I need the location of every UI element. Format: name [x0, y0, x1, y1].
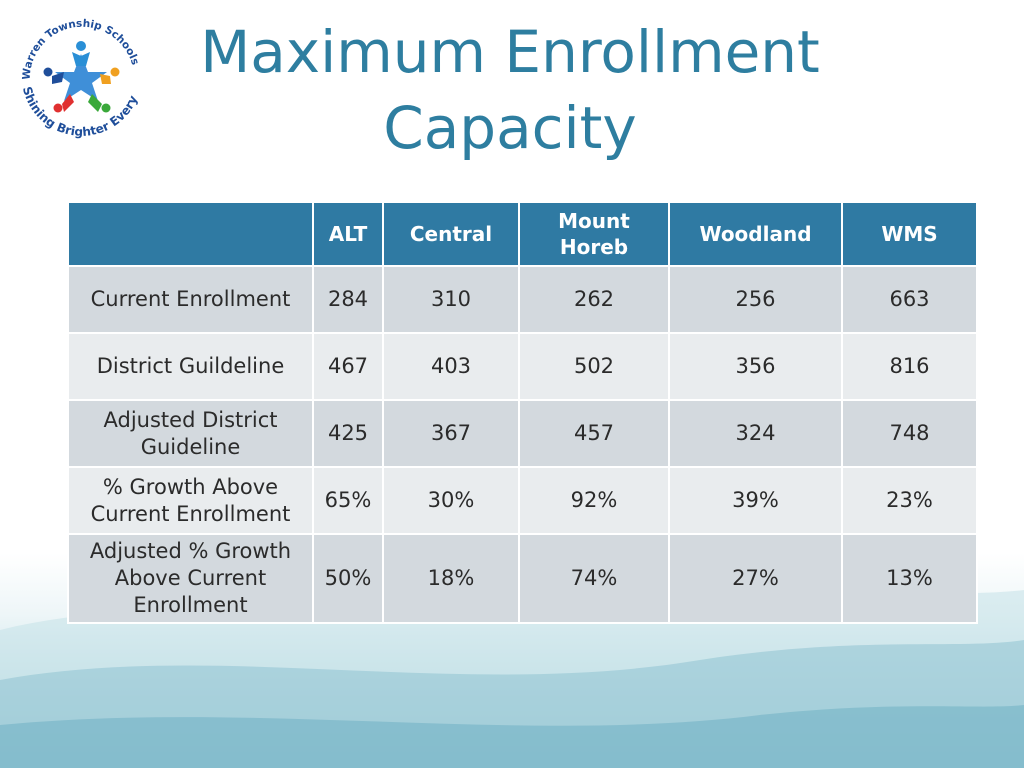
cell-value: 816	[841, 332, 978, 401]
header-blank	[67, 201, 314, 267]
cell-value: 467	[312, 332, 384, 401]
header-woodland: Woodland	[668, 201, 843, 267]
cell-value: 74%	[518, 533, 670, 624]
header-central: Central	[382, 201, 520, 267]
table-row: % Growth Above Current Enrollment 65% 30…	[67, 466, 978, 535]
cell-value: 50%	[312, 533, 384, 624]
cell-value: 39%	[668, 466, 843, 535]
cell-value: 284	[312, 265, 384, 334]
cell-value: 663	[841, 265, 978, 334]
table-row: Current Enrollment 284 310 262 256 663	[67, 265, 978, 334]
kids-figures-icon	[43, 41, 120, 113]
star-icon	[55, 54, 107, 101]
cell-value: 13%	[841, 533, 978, 624]
header-alt: ALT	[312, 201, 384, 267]
cell-value: 502	[518, 332, 670, 401]
enrollment-capacity-table: ALT Central Mount Horeb Woodland WMS Cur…	[67, 201, 978, 624]
row-label: Adjusted District Guideline	[67, 399, 314, 468]
header-mount-horeb: Mount Horeb	[518, 201, 670, 267]
school-logo: Warren Township Schools Shining Brighter…	[12, 12, 142, 139]
header-wms: WMS	[841, 201, 978, 267]
row-label: Adjusted % Growth Above Current Enrollme…	[67, 533, 314, 624]
cell-value: 27%	[668, 533, 843, 624]
row-label: % Growth Above Current Enrollment	[67, 466, 314, 535]
cell-value: 18%	[382, 533, 520, 624]
cell-value: 30%	[382, 466, 520, 535]
title-line-2: Capacity	[383, 94, 637, 162]
cell-value: 356	[668, 332, 843, 401]
cell-value: 425	[312, 399, 384, 468]
cell-value: 256	[668, 265, 843, 334]
table-header-row: ALT Central Mount Horeb Woodland WMS	[67, 201, 978, 267]
cell-value: 310	[382, 265, 520, 334]
row-label: District Guildeline	[67, 332, 314, 401]
background-waves	[0, 590, 1024, 768]
row-label: Current Enrollment	[67, 265, 314, 334]
page-title: Maximum Enrollment Capacity	[150, 14, 870, 166]
table-row: Adjusted District Guideline 425 367 457 …	[67, 399, 978, 468]
cell-value: 92%	[518, 466, 670, 535]
cell-value: 367	[382, 399, 520, 468]
cell-value: 403	[382, 332, 520, 401]
cell-value: 262	[518, 265, 670, 334]
cell-value: 457	[518, 399, 670, 468]
table-row: Adjusted % Growth Above Current Enrollme…	[67, 533, 978, 624]
cell-value: 748	[841, 399, 978, 468]
table-row: District Guildeline 467 403 502 356 816	[67, 332, 978, 401]
cell-value: 324	[668, 399, 843, 468]
cell-value: 23%	[841, 466, 978, 535]
cell-value: 65%	[312, 466, 384, 535]
title-line-1: Maximum Enrollment	[200, 18, 820, 86]
